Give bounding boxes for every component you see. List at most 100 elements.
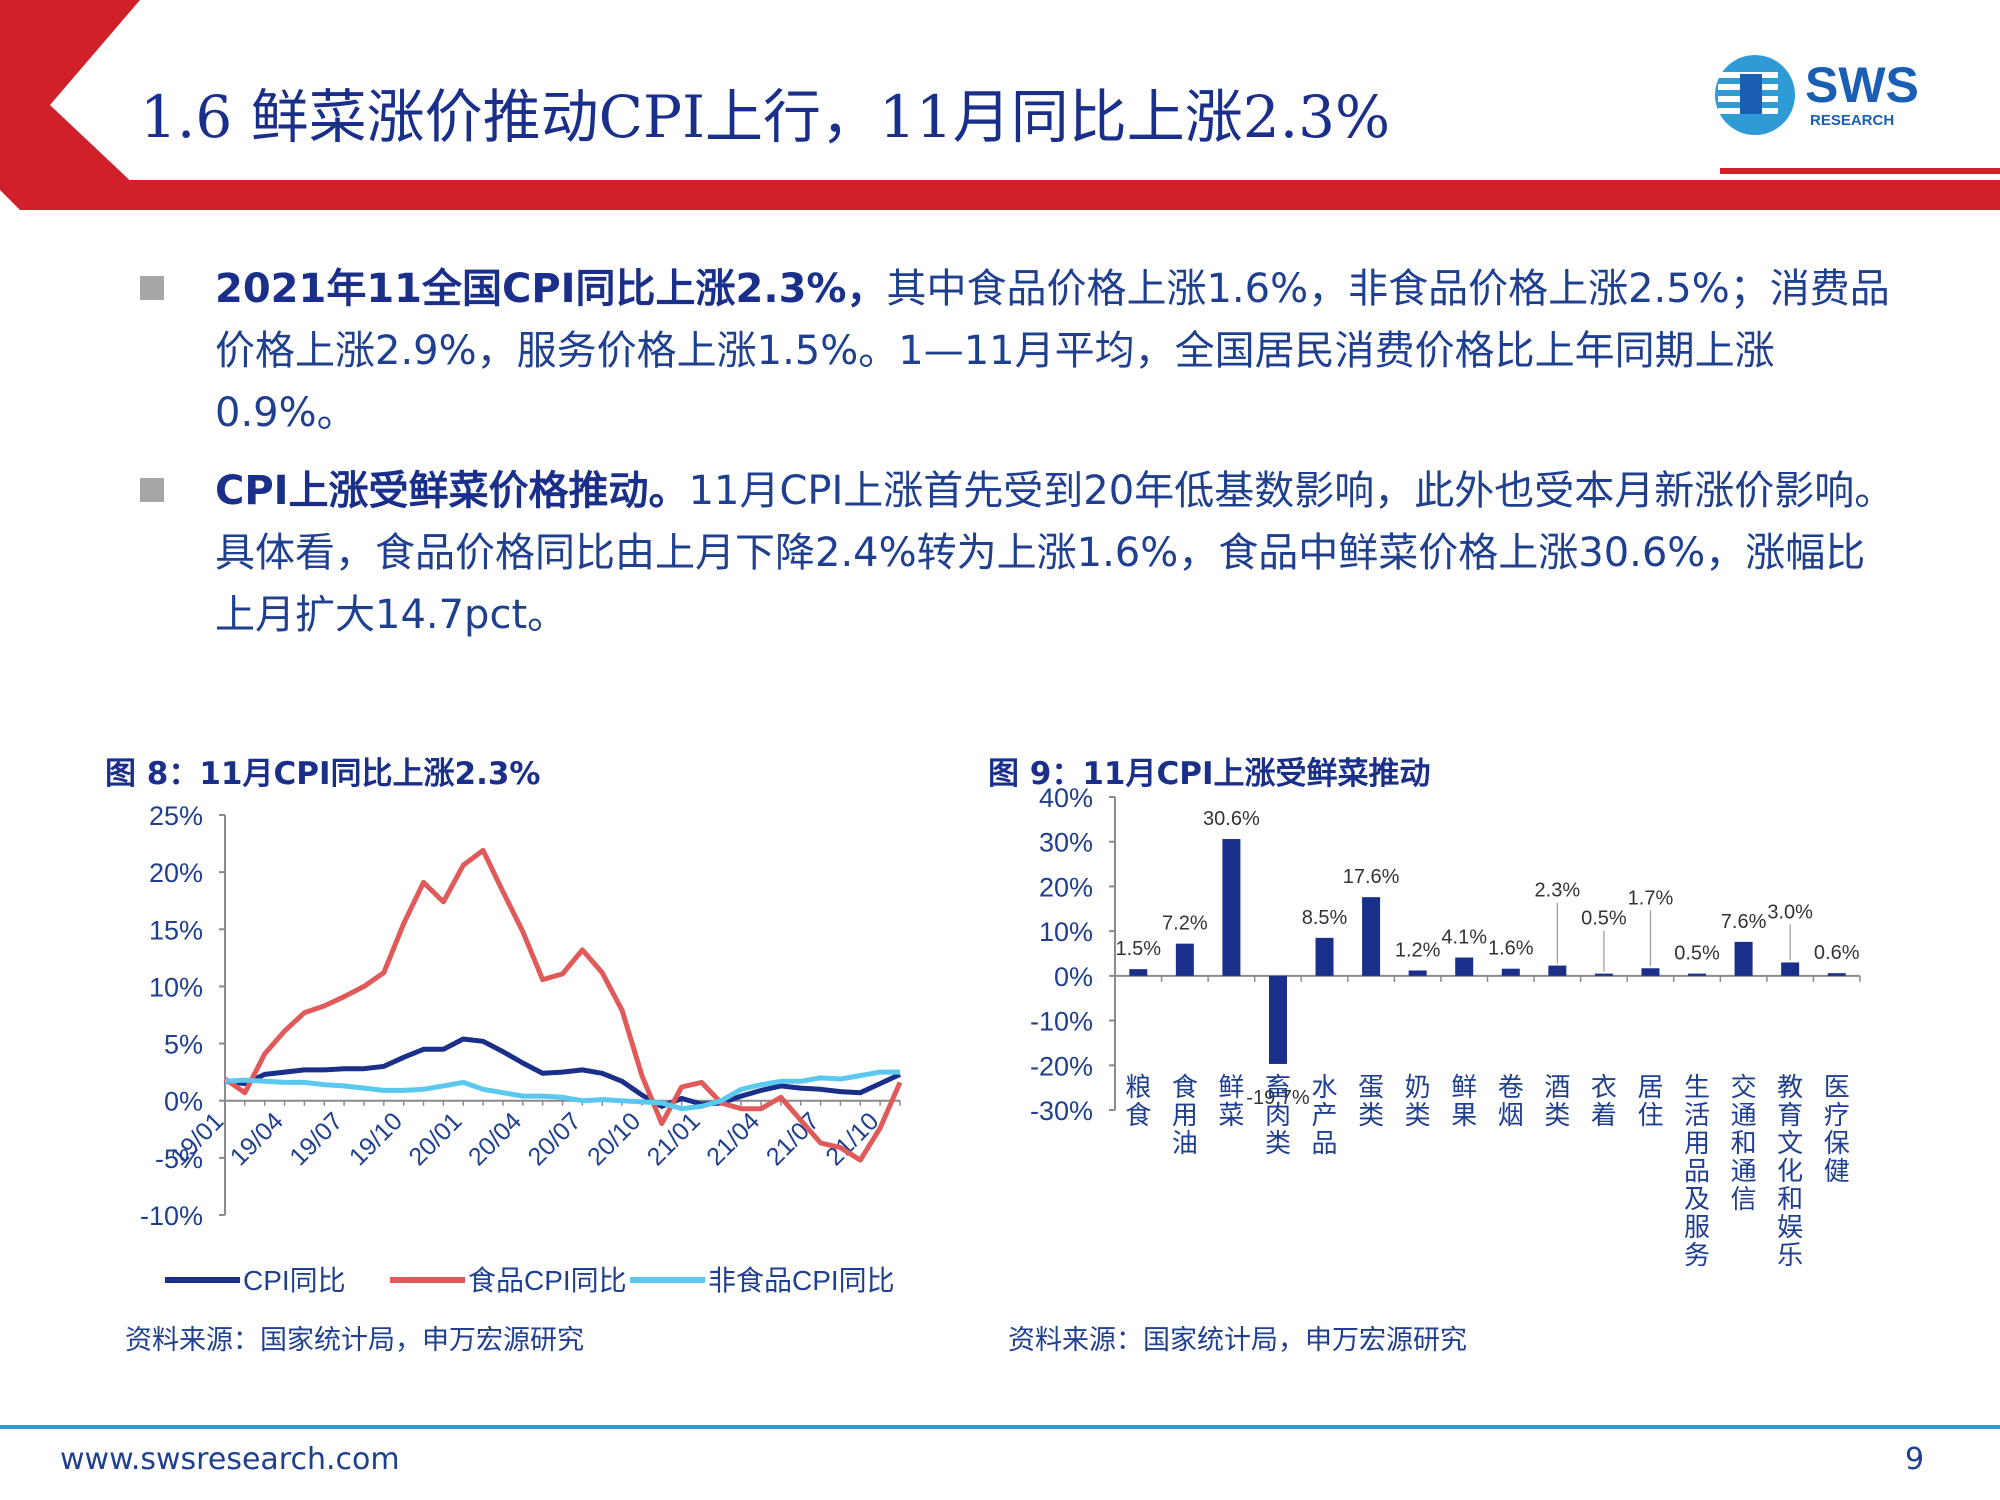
y-tick-label: 5% [164, 1030, 203, 1060]
category-label: 鲜菜 [1218, 1072, 1244, 1130]
y-tick-label: -5% [155, 1144, 203, 1174]
y-tick-label: 0% [1054, 962, 1093, 992]
category-label: 教育文化和娱乐 [1777, 1072, 1803, 1270]
bullet-2-text: CPI上涨受鲜菜价格推动。11月CPI上涨首先受到20年低基数影响，此外也受本月… [215, 460, 1900, 646]
x-tick-label: 21/01 [642, 1107, 706, 1171]
y-tick-label: 10% [1039, 917, 1093, 947]
data-label: 0.5% [1674, 943, 1720, 965]
category-label: 粮食 [1125, 1072, 1151, 1130]
header-white-panel [55, 0, 2000, 172]
bullet-1-body: 其中食品价格上涨1.6%，非食品价格上涨2.5%；消费品价格上涨2.9%，服务价… [215, 266, 1890, 436]
x-tick-label: 20/01 [403, 1107, 467, 1171]
bar-1 [1175, 943, 1194, 976]
data-label: 1.2% [1395, 939, 1441, 961]
bar-13 [1734, 941, 1753, 976]
figure-8-source: 资料来源：国家统计局，申万宏源研究 [125, 1325, 584, 1356]
x-tick-label: 19/07 [284, 1107, 348, 1171]
page-title: 1.6 鲜菜涨价推动CPI上行，11月同比上涨2.3% [140, 83, 1391, 151]
y-tick-label: 15% [149, 915, 203, 945]
x-tick-label: 21/04 [701, 1107, 765, 1171]
data-label: 7.6% [1721, 911, 1767, 933]
bullet-square-icon [140, 478, 164, 502]
x-tick-label: 20/04 [463, 1107, 527, 1171]
bullet-2-bold: CPI上涨受鲜菜价格推动。 [215, 468, 689, 514]
bar-10 [1594, 973, 1613, 976]
figure-9-title: 图 9：11月CPI上涨受鲜菜推动 [988, 756, 1431, 792]
data-label: 0.6% [1814, 942, 1860, 964]
x-tick-label: 20/07 [523, 1107, 587, 1171]
bullet-1-bold: 2021年11全国CPI同比上涨2.3%， [215, 266, 887, 312]
data-label: 7.2% [1162, 913, 1208, 935]
y-tick-label: 25% [149, 801, 203, 831]
bullet-2: CPI上涨受鲜菜价格推动。11月CPI上涨首先受到20年低基数影响，此外也受本月… [140, 460, 1900, 646]
bar-2 [1222, 839, 1241, 976]
bar-0 [1129, 969, 1148, 976]
series-line-0 [224, 1036, 902, 1109]
category-label: 奶类 [1405, 1072, 1431, 1130]
bar-8 [1501, 968, 1520, 976]
series-line-1 [223, 847, 903, 1163]
data-label: 4.1% [1441, 927, 1487, 949]
y-tick-label: 40% [1039, 783, 1093, 813]
bullet-1-text: 2021年11全国CPI同比上涨2.3%，其中食品价格上涨1.6%，非食品价格上… [215, 258, 1900, 444]
bullet-square-icon [140, 276, 164, 300]
bar-7 [1455, 957, 1474, 976]
bar-5 [1362, 897, 1381, 976]
bar-6 [1408, 970, 1427, 976]
bullet-2-body: 11月CPI上涨首先受到20年低基数影响，此外也受本月新涨价影响。具体看，食品价… [215, 468, 1895, 638]
logo-subtext: RESEARCH [1810, 112, 1894, 129]
y-tick-label: 20% [149, 858, 203, 888]
category-label: 食用油 [1172, 1072, 1198, 1158]
series-line-2 [224, 1069, 900, 1112]
legend-label: CPI同比 [243, 1265, 346, 1296]
bullet-1: 2021年11全国CPI同比上涨2.3%，其中食品价格上涨1.6%，非食品价格上… [140, 258, 1900, 444]
category-label: 卷烟 [1498, 1072, 1524, 1130]
cpi-components-bar-chart: 40% 30% 20% 10% 0% -10% -20% -30% 1.5% 粮食 7.2% 食用油 3… [1030, 783, 1861, 1270]
bar-4 [1315, 937, 1334, 976]
data-label: 0.5% [1581, 908, 1627, 930]
bar-14 [1781, 962, 1800, 976]
bar-11 [1641, 968, 1660, 976]
data-label: 30.6% [1203, 808, 1260, 830]
x-tick-label: 19/10 [344, 1107, 408, 1171]
y-tick-label: -30% [1030, 1096, 1093, 1126]
figure-8-title: 图 8：11月CPI同比上涨2.3% [105, 756, 541, 792]
y-tick-label: 20% [1039, 872, 1093, 902]
data-label: 1.6% [1488, 938, 1534, 960]
header-band [0, 0, 2000, 210]
header-accent-line [1720, 168, 2000, 174]
category-label: 居住 [1637, 1072, 1663, 1130]
data-label: 17.6% [1343, 866, 1400, 888]
data-label: 2.3% [1535, 880, 1581, 902]
footer-url[interactable]: www.swsresearch.com [60, 1442, 400, 1477]
bar-3 [1268, 975, 1287, 1064]
legend-label: 非食品CPI同比 [708, 1265, 895, 1296]
category-label: 酒类 [1544, 1072, 1570, 1130]
bar-15 [1827, 973, 1846, 976]
y-tick-label: -20% [1030, 1051, 1093, 1081]
category-label: 蛋类 [1358, 1072, 1384, 1130]
data-label: 8.5% [1302, 907, 1348, 929]
footer-divider [0, 1425, 2000, 1429]
category-label: 衣着 [1591, 1072, 1617, 1130]
y-tick-label: -10% [1030, 1007, 1093, 1037]
x-tick-label: 19/04 [225, 1107, 289, 1171]
page-number: 9 [1905, 1442, 1925, 1477]
logo-text: SWS [1805, 57, 1919, 113]
category-label: 鲜果 [1451, 1072, 1477, 1130]
legend-label: 食品CPI同比 [468, 1265, 627, 1296]
y-tick-label: 10% [149, 972, 203, 1002]
category-label: 交通和通信 [1731, 1072, 1757, 1214]
y-tick-label: 30% [1039, 828, 1093, 858]
bar-9 [1548, 965, 1567, 976]
cpi-line-chart: 25%20%15%10%5%0%-5%-10%19/0119/0419/0719… [140, 801, 903, 1296]
category-label: 水产品 [1312, 1072, 1338, 1158]
y-tick-label: 0% [164, 1087, 203, 1117]
y-tick-label: -10% [140, 1201, 203, 1231]
sws-logo: SWS RESEARCH [1715, 55, 1919, 135]
bar-12 [1688, 973, 1707, 976]
header-red-line [130, 180, 2000, 194]
category-label: 医疗保健 [1824, 1072, 1850, 1186]
data-label: 1.5% [1115, 938, 1161, 960]
data-label: -19.7% [1246, 1087, 1310, 1109]
